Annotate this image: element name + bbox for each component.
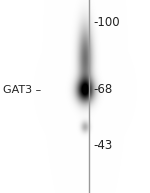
Text: -43: -43 (94, 139, 113, 152)
Text: -68: -68 (94, 83, 113, 96)
Text: -100: -100 (94, 16, 120, 29)
Text: GAT3 –: GAT3 – (3, 85, 41, 95)
